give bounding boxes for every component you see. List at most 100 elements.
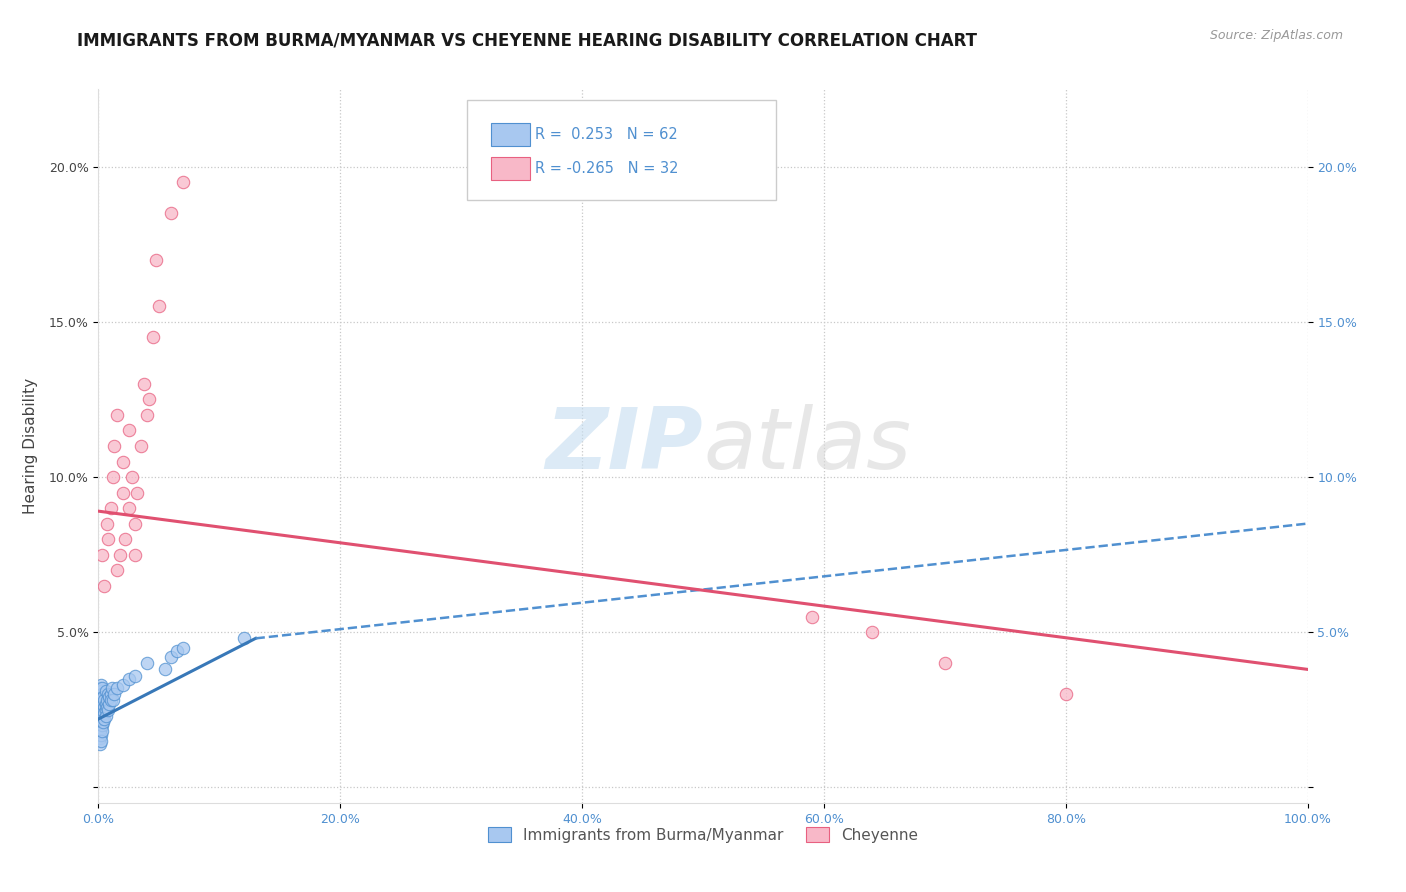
Point <box>90 690 112 705</box>
Point <box>101 470 124 484</box>
Point <box>114 532 136 546</box>
Point <box>934 656 956 670</box>
Point <box>91 712 114 726</box>
Point <box>90 733 112 747</box>
Point <box>91 715 114 730</box>
Point <box>90 722 112 736</box>
Point <box>860 625 883 640</box>
Point <box>118 501 141 516</box>
Point <box>90 703 112 717</box>
Point <box>91 709 114 723</box>
Point <box>148 299 170 313</box>
Point <box>91 687 114 701</box>
Point <box>172 640 194 655</box>
FancyBboxPatch shape <box>492 157 530 180</box>
Point <box>93 706 115 720</box>
Point <box>89 712 111 726</box>
Point <box>111 485 134 500</box>
Point <box>91 718 114 732</box>
Point <box>89 681 111 695</box>
Point <box>93 693 115 707</box>
Point <box>101 693 124 707</box>
Point <box>105 681 128 695</box>
Point <box>121 470 143 484</box>
Point <box>111 454 134 468</box>
Point <box>97 703 120 717</box>
Point <box>100 501 122 516</box>
Point <box>105 408 128 422</box>
Point <box>108 548 131 562</box>
Point <box>142 330 165 344</box>
Point <box>90 727 112 741</box>
Point <box>129 439 152 453</box>
Point <box>100 693 122 707</box>
Point <box>90 709 112 723</box>
Point <box>111 678 134 692</box>
Point <box>135 656 157 670</box>
Point <box>93 712 115 726</box>
Point <box>96 699 118 714</box>
Point <box>89 693 111 707</box>
Point <box>91 548 114 562</box>
Point <box>89 731 111 745</box>
Point <box>100 687 122 701</box>
Point <box>145 252 167 267</box>
Point <box>1054 687 1077 701</box>
Point <box>96 693 118 707</box>
Point <box>94 709 117 723</box>
Point <box>91 681 114 695</box>
Point <box>93 699 115 714</box>
Point <box>160 650 183 665</box>
Point <box>89 706 111 720</box>
Point <box>89 699 111 714</box>
Point <box>124 668 146 682</box>
Point <box>91 690 114 705</box>
Point <box>94 703 117 717</box>
Point <box>97 532 120 546</box>
Point <box>134 376 156 391</box>
Point <box>89 718 111 732</box>
Point <box>103 687 125 701</box>
Point <box>89 724 111 739</box>
Point <box>91 703 114 717</box>
Point <box>172 175 194 189</box>
Point <box>135 408 157 422</box>
Point <box>98 697 121 711</box>
Text: R =  0.253   N = 62: R = 0.253 N = 62 <box>534 127 678 142</box>
Point <box>90 715 112 730</box>
Point <box>91 699 114 714</box>
Text: R = -0.265   N = 32: R = -0.265 N = 32 <box>534 161 679 176</box>
Point <box>90 684 112 698</box>
Point <box>103 439 125 453</box>
Point <box>153 662 176 676</box>
Point <box>94 684 117 698</box>
Point <box>100 681 122 695</box>
Point <box>124 548 146 562</box>
Point <box>90 697 112 711</box>
Point <box>90 678 112 692</box>
Point <box>118 672 141 686</box>
FancyBboxPatch shape <box>492 123 530 145</box>
Point <box>800 609 823 624</box>
Point <box>91 724 114 739</box>
Point <box>160 206 183 220</box>
Text: IMMIGRANTS FROM BURMA/MYANMAR VS CHEYENNE HEARING DISABILITY CORRELATION CHART: IMMIGRANTS FROM BURMA/MYANMAR VS CHEYENN… <box>77 31 977 49</box>
Y-axis label: Hearing Disability: Hearing Disability <box>22 378 38 514</box>
Point <box>138 392 160 407</box>
Point <box>97 687 120 701</box>
Point <box>91 693 114 707</box>
Point <box>124 516 146 531</box>
Point <box>89 737 111 751</box>
Point <box>127 485 149 500</box>
Point <box>232 632 254 646</box>
Legend: Immigrants from Burma/Myanmar, Cheyenne: Immigrants from Burma/Myanmar, Cheyenne <box>482 821 924 848</box>
Text: ZIP: ZIP <box>546 404 703 488</box>
Point <box>93 579 115 593</box>
Point <box>89 687 111 701</box>
Point <box>98 690 121 705</box>
Point <box>105 563 128 577</box>
Text: Source: ZipAtlas.com: Source: ZipAtlas.com <box>1209 29 1343 42</box>
Point <box>94 697 117 711</box>
Point <box>166 644 188 658</box>
Point <box>96 516 118 531</box>
